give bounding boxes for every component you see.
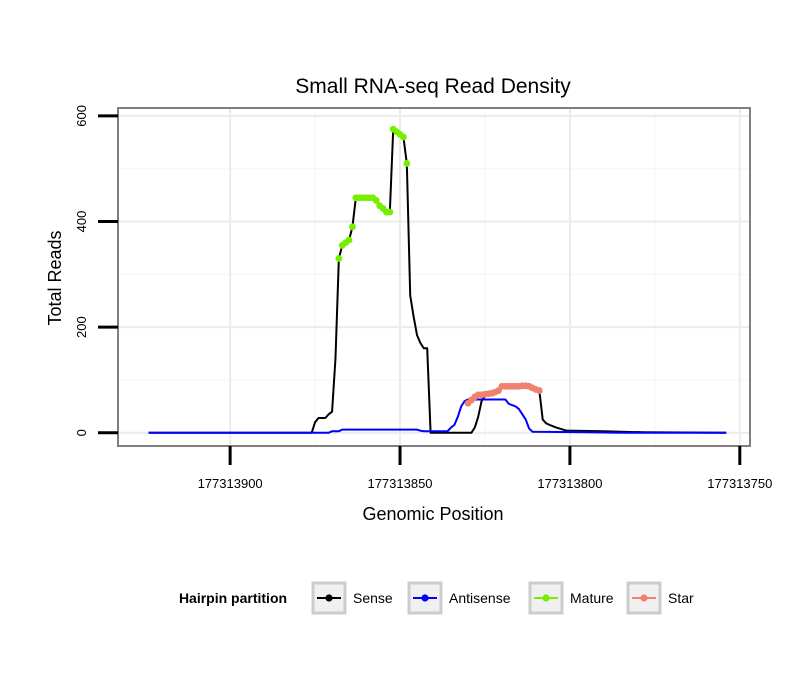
data-point-mature xyxy=(400,133,407,141)
grid xyxy=(118,108,750,446)
data-point-mature xyxy=(349,223,356,231)
data-point-mature xyxy=(403,160,411,167)
legend-swatch-point-sense xyxy=(325,594,333,602)
legend-label-mature: Mature xyxy=(570,590,614,606)
x-tick-label: 177313750 xyxy=(707,476,772,491)
legend-swatch-point-star xyxy=(640,594,648,602)
legend-swatch-point-antisense xyxy=(421,594,429,602)
data-point-mature xyxy=(345,236,353,244)
plot-panel-border xyxy=(117,107,751,447)
data-point-mature xyxy=(335,255,343,262)
y-tick-label: 200 xyxy=(74,316,89,338)
axes: 0 200 400 600 177313900 177313850 177313800 177… xyxy=(74,105,772,491)
x-tick-label: 177313900 xyxy=(198,476,263,491)
y-tick-label: 0 xyxy=(74,429,89,436)
x-tick-label: 177313850 xyxy=(367,476,432,491)
series-layer xyxy=(148,125,727,434)
data-point-star xyxy=(535,387,543,394)
legend-label-star: Star xyxy=(668,590,694,606)
y-tick-label: 600 xyxy=(74,105,89,127)
legend: Hairpin partition Sense Antisense Mature St… xyxy=(179,581,694,615)
x-tick-label: 177313800 xyxy=(537,476,602,491)
data-point-mature xyxy=(372,197,380,204)
legend-label-antisense: Antisense xyxy=(449,590,511,606)
legend-label-sense: Sense xyxy=(353,590,393,606)
data-point-mature xyxy=(386,208,394,216)
legend-swatch-point-mature xyxy=(542,594,550,602)
chart-title: Small RNA-seq Read Density xyxy=(295,75,571,98)
y-axis-title: Total Reads xyxy=(45,230,65,325)
y-tick-label: 400 xyxy=(74,211,89,233)
x-axis-title: Genomic Position xyxy=(362,504,503,524)
legend-title: Hairpin partition xyxy=(179,590,287,606)
series-line-antisense xyxy=(148,398,727,434)
